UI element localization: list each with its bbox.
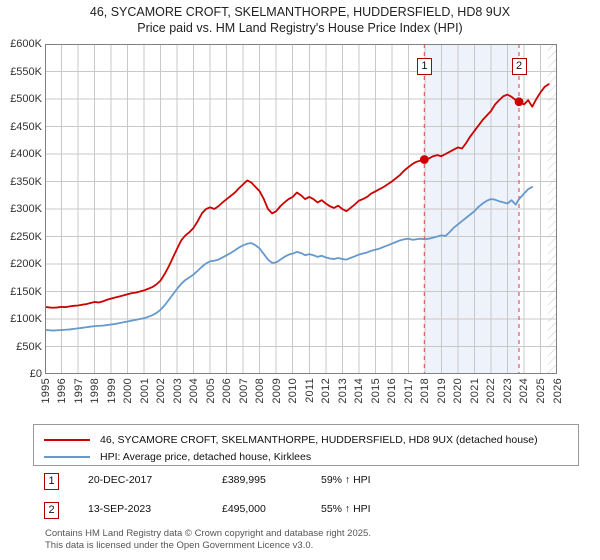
x-axis-tick-label: 2017 (402, 378, 415, 404)
transaction-price-2: £495,000 (222, 503, 266, 515)
x-axis-tick-label: 2014 (353, 378, 366, 404)
footer-line-2: This data is licensed under the Open Gov… (45, 539, 314, 551)
x-axis-tick-label: 2006 (221, 378, 234, 404)
legend-label-hpi: HPI: Average price, detached house, Kirk… (100, 451, 312, 463)
x-axis-tick-label: 2007 (237, 378, 250, 404)
x-axis-tick-label: 2023 (501, 378, 514, 404)
y-axis-labels: £0 £50K £100K £150K £200K £250K £300K £350K £400… (0, 38, 42, 380)
y-axis-tick-label: £350K (10, 175, 42, 188)
footer-line-1: Contains HM Land Registry data © Crown c… (45, 528, 371, 539)
chart-marker-badge-2: 2 (511, 58, 527, 75)
x-axis-tick-label: 2011 (303, 378, 316, 403)
x-axis-tick-label: 2018 (419, 378, 432, 404)
transaction-badge-2: 2 (44, 502, 59, 519)
x-axis-tick-label: 2025 (534, 378, 547, 404)
y-axis-tick-label: £550K (10, 65, 42, 78)
y-axis-tick-label: £100K (10, 313, 42, 325)
y-axis-tick-label: £50K (16, 340, 42, 353)
x-axis-tick-label: 2022 (485, 378, 498, 404)
x-axis-tick-label: 1998 (89, 378, 102, 404)
transaction-badge-1: 1 (44, 473, 59, 490)
legend-swatch-property (44, 439, 90, 441)
x-axis-tick-label: 2019 (435, 378, 448, 404)
transaction-price-1: £389,995 (222, 474, 266, 486)
title-line-2: Price paid vs. HM Land Registry's House … (137, 21, 463, 35)
x-axis-tick-label: 2003 (171, 378, 184, 404)
legend-item-hpi: HPI: Average price, detached house, Kirk… (44, 450, 311, 464)
x-axis-tick-label: 1996 (56, 378, 69, 404)
x-axis-tick-label: 1995 (39, 378, 52, 404)
y-axis-tick-label: £500K (10, 93, 42, 105)
chart-legend: 46, SYCAMORE CROFT, SKELMANTHORPE, HUDDE… (33, 424, 579, 466)
transaction-hpi-delta-2: 55% ↑ HPI (321, 503, 371, 515)
transaction-marker-lines (423, 44, 520, 374)
y-axis-tick-label: £200K (10, 258, 42, 270)
y-axis-tick-label: £300K (10, 203, 42, 215)
x-axis-tick-label: 2005 (204, 378, 217, 404)
price-history-line-chart (45, 44, 557, 374)
x-axis-tick-label: 2009 (270, 378, 283, 404)
legend-label-property: 46, SYCAMORE CROFT, SKELMANTHORPE, HUDDE… (100, 434, 538, 446)
x-axis-tick-label: 2016 (386, 378, 399, 404)
x-axis-tick-label: 2008 (254, 378, 267, 404)
x-axis-tick-label: 2021 (468, 378, 481, 404)
x-axis-labels: 1995 1996 1997 1998 1999 2000 2001 2002 2003 2004… (40, 378, 564, 422)
footer-attribution: Contains HM Land Registry data © Crown c… (45, 528, 585, 551)
y-axis-tick-label: £600K (10, 38, 42, 50)
x-axis-tick-label: 2020 (452, 378, 465, 404)
x-axis-tick-label: 2013 (336, 378, 349, 404)
x-axis-tick-label: 2012 (320, 378, 333, 404)
x-axis-tick-label: 2004 (188, 378, 201, 404)
title-line-1: 46, SYCAMORE CROFT, SKELMANTHORPE, HUDDE… (89, 5, 511, 19)
transaction-date-2: 13-SEP-2023 (88, 503, 152, 515)
plot-area (45, 44, 557, 374)
x-axis-tick-label: 2010 (287, 378, 300, 404)
plot-border (45, 44, 557, 374)
y-axis-tick-label: £150K (10, 285, 42, 298)
legend-swatch-hpi (44, 456, 90, 458)
transaction-date-1: 20-DEC-2017 (88, 474, 153, 486)
gridlines (45, 44, 557, 374)
legend-item-property: 46, SYCAMORE CROFT, SKELMANTHORPE, HUDDE… (44, 433, 538, 447)
x-axis-tick-label: 2001 (138, 378, 151, 404)
y-axis-tick-label: £250K (10, 230, 42, 243)
x-axis-tick-label: 1999 (105, 378, 118, 404)
transaction-marker-dots (419, 97, 524, 164)
chart-marker-badge-1: 1 (416, 58, 432, 75)
y-axis-tick-label: £450K (10, 120, 42, 133)
x-axis-tick-label: 1997 (72, 378, 85, 404)
x-axis-tick-label: 2026 (551, 378, 564, 404)
y-axis-tick-label: £400K (10, 148, 42, 160)
x-axis-tick-label: 2015 (369, 378, 382, 404)
x-axis-tick-label: 2002 (155, 378, 168, 404)
transaction-hpi-delta-1: 59% ↑ HPI (321, 474, 371, 486)
y-axis-tick-label: £0 (29, 368, 42, 380)
series-lines (45, 83, 550, 332)
x-axis-tick-label: 2024 (518, 378, 531, 404)
x-axis-tick-label: 2000 (122, 378, 135, 404)
page-title: 46, SYCAMORE CROFT, SKELMANTHORPE, HUDDE… (0, 4, 600, 36)
